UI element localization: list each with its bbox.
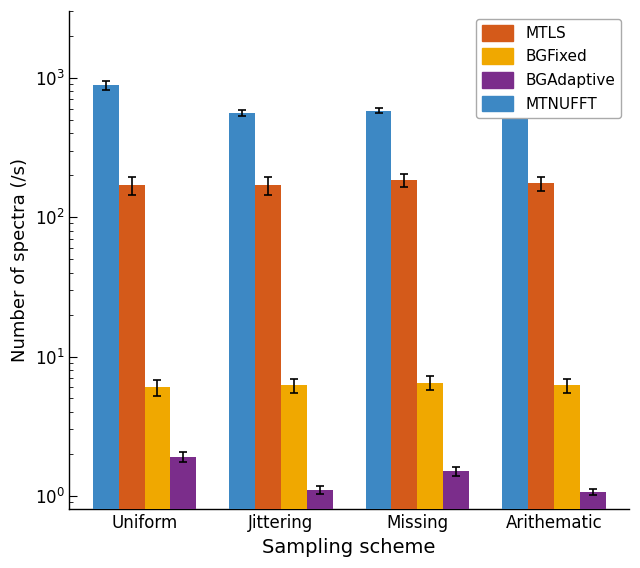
- Bar: [502, 113, 528, 568]
- Y-axis label: Number of spectra (/s): Number of spectra (/s): [11, 158, 29, 362]
- Bar: [281, 386, 307, 568]
- X-axis label: Sampling scheme: Sampling scheme: [262, 538, 436, 557]
- Bar: [392, 180, 417, 568]
- Bar: [170, 457, 196, 568]
- Bar: [118, 185, 145, 568]
- Bar: [255, 185, 281, 568]
- Bar: [145, 387, 170, 568]
- Legend: MTLS, BGFixed, BGAdaptive, MTNUFFT: MTLS, BGFixed, BGAdaptive, MTNUFFT: [476, 19, 621, 118]
- Bar: [554, 386, 580, 568]
- Bar: [528, 183, 554, 568]
- Bar: [307, 490, 333, 568]
- Bar: [417, 383, 444, 568]
- Bar: [444, 471, 469, 568]
- Bar: [229, 113, 255, 568]
- Bar: [93, 85, 118, 568]
- Bar: [580, 492, 605, 568]
- Bar: [365, 111, 392, 568]
